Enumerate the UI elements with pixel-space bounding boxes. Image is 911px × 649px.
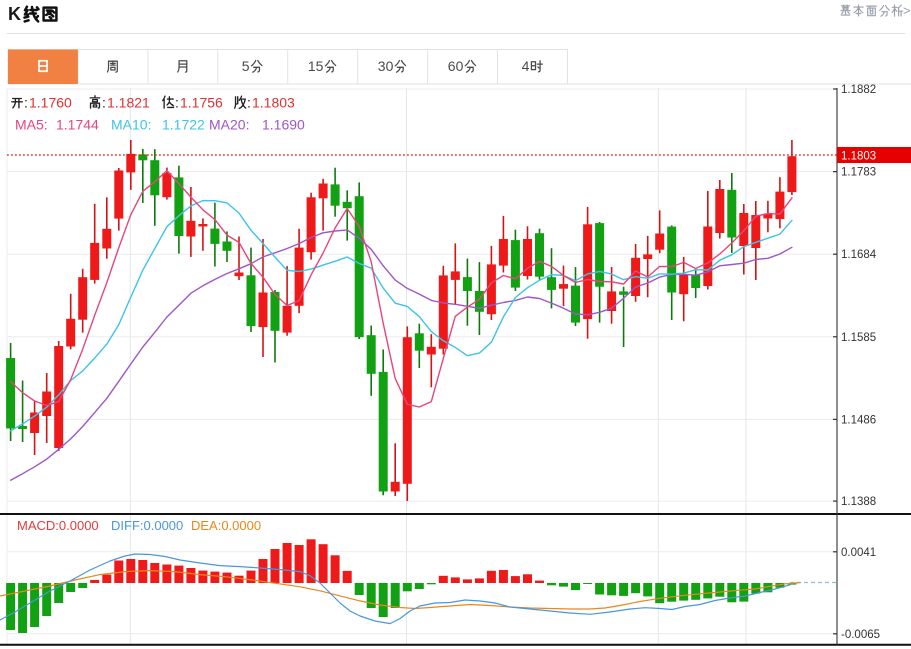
svg-text:1.1486: 1.1486 bbox=[841, 414, 876, 426]
svg-text::: : bbox=[247, 95, 251, 111]
svg-text:DIFF:0.0000: DIFF:0.0000 bbox=[111, 518, 183, 533]
svg-text:1.1803: 1.1803 bbox=[841, 151, 876, 163]
svg-text:>: > bbox=[903, 3, 911, 18]
svg-text:4: 4 bbox=[522, 58, 530, 74]
svg-text::: : bbox=[24, 95, 28, 111]
svg-text:0.0041: 0.0041 bbox=[841, 547, 876, 559]
svg-text:1.1388: 1.1388 bbox=[841, 496, 876, 508]
svg-text:15: 15 bbox=[308, 58, 324, 74]
svg-text:30: 30 bbox=[378, 58, 394, 74]
svg-text:MACD:0.0000: MACD:0.0000 bbox=[17, 518, 99, 533]
svg-text:K: K bbox=[8, 4, 21, 24]
svg-text::: : bbox=[175, 95, 179, 111]
svg-text:1.1756: 1.1756 bbox=[180, 95, 223, 111]
svg-text:60: 60 bbox=[448, 58, 464, 74]
svg-text:1.1882: 1.1882 bbox=[841, 84, 876, 96]
svg-text:5: 5 bbox=[242, 58, 250, 74]
svg-text:1.1821: 1.1821 bbox=[107, 95, 150, 111]
svg-text:1.1585: 1.1585 bbox=[841, 332, 876, 344]
svg-text:1.1684: 1.1684 bbox=[841, 249, 877, 261]
svg-text::: : bbox=[102, 95, 106, 111]
svg-text:1.1783: 1.1783 bbox=[841, 167, 876, 179]
svg-text:1.1760: 1.1760 bbox=[29, 95, 72, 111]
svg-text:1.1803: 1.1803 bbox=[252, 95, 295, 111]
svg-text:DEA:0.0000: DEA:0.0000 bbox=[191, 518, 261, 533]
svg-text:MA5: 1.1744: MA5: 1.1744 bbox=[15, 117, 99, 133]
svg-text:-0.0065: -0.0065 bbox=[841, 629, 880, 641]
